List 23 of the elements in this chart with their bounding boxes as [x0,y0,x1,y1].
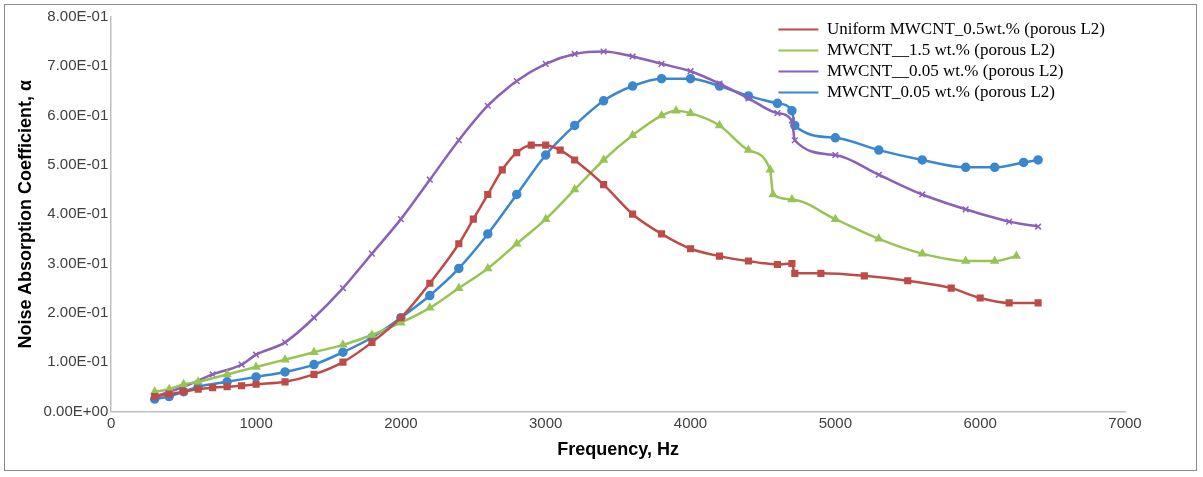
x-tick-label: 5000 [818,413,853,431]
y-tick-label: 0.00E+00 [43,401,109,419]
legend-label: Uniform MWCNT_0.5wt.% (porous L2) [826,18,1106,38]
legend-label: MWCNT__1.5 wt.% (porous L2) [826,39,1055,59]
y-tick-label: 8.00E-01 [47,7,109,25]
y-axis-title: Noise Absorption Coefficient, α [14,79,35,349]
y-tick-label: 2.00E-01 [47,302,109,320]
legend-label: MWCNT__0.05 wt.% (porous L2) [826,60,1064,80]
x-axis-title: Frequency, Hz [557,439,679,460]
y-tick-label: 7.00E-01 [47,56,109,74]
x-tick-label: 1000 [239,413,273,431]
y-tick-label: 5.00E-01 [47,155,109,173]
x-tick-label: 7000 [1108,413,1142,431]
x-tick-label: 3000 [529,413,563,431]
x-tick-label: 4000 [673,413,708,431]
x-tick-label: 6000 [963,413,997,431]
y-tick-label: 4.00E-01 [47,204,109,222]
y-tick-label: 1.00E-01 [47,352,109,370]
legend-label: MWCNT_0.05 wt.% (porous L2) [826,81,1055,101]
y-tick-label: 6.00E-01 [47,105,109,123]
x-tick-label: 2000 [384,413,418,431]
y-tick-label: 3.00E-01 [47,253,109,271]
x-tick-label: 0 [107,413,116,431]
